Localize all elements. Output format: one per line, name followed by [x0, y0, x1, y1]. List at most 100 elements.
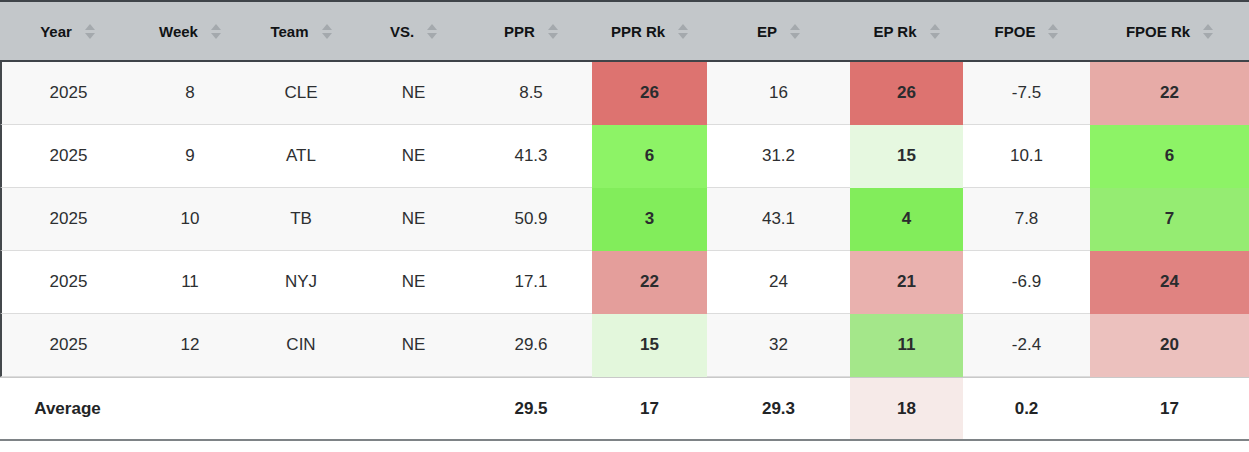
sort-up-icon — [678, 24, 688, 30]
table-row: 2025 12 CIN NE 29.6 15 32 11 -2.4 20 — [0, 314, 1249, 377]
cell-average-label: Average — [0, 377, 135, 441]
cell-ep: 32 — [707, 314, 850, 377]
cell-ppr: 8.5 — [470, 62, 592, 125]
column-label: EP — [757, 23, 777, 40]
sort-icons — [1048, 24, 1058, 39]
cell-ppr-rank: 3 — [592, 188, 707, 251]
sort-down-icon — [678, 33, 688, 39]
column-header-team[interactable]: Team — [245, 2, 357, 62]
sort-down-icon — [790, 33, 800, 39]
cell-fpoe-rank: 20 — [1090, 314, 1249, 377]
cell-fpoe: -6.9 — [963, 251, 1090, 314]
column-label: PPR — [504, 23, 535, 40]
cell-fpoe: 0.2 — [963, 377, 1090, 441]
cell-ppr: 41.3 — [470, 125, 592, 188]
sort-icons — [678, 24, 688, 39]
sort-down-icon — [1203, 33, 1213, 39]
cell-team: ATL — [245, 125, 357, 188]
sort-icons — [85, 24, 95, 39]
sort-down-icon — [322, 33, 332, 39]
cell-ep-rank: 11 — [850, 314, 963, 377]
column-header-vs[interactable]: VS. — [357, 2, 470, 62]
sort-icons — [1203, 24, 1213, 39]
cell-ppr: 29.6 — [470, 314, 592, 377]
sort-up-icon — [930, 24, 940, 30]
cell-week: 12 — [135, 314, 245, 377]
cell-team: NYJ — [245, 251, 357, 314]
sort-up-icon — [85, 24, 95, 30]
cell-fpoe-rank: 7 — [1090, 188, 1249, 251]
table-header: Year Week Team VS. — [0, 2, 1249, 62]
sort-icons — [790, 24, 800, 39]
cell-ep: 16 — [707, 62, 850, 125]
cell-week: 8 — [135, 62, 245, 125]
cell-vs: NE — [357, 314, 470, 377]
sort-up-icon — [790, 24, 800, 30]
cell-fpoe-rank: 22 — [1090, 62, 1249, 125]
column-header-week[interactable]: Week — [135, 2, 245, 62]
cell-ep-rank: 21 — [850, 251, 963, 314]
cell-vs: NE — [357, 188, 470, 251]
cell-fpoe: 10.1 — [963, 125, 1090, 188]
cell-team: CLE — [245, 62, 357, 125]
sort-icons — [930, 24, 940, 39]
cell-ep: 31.2 — [707, 125, 850, 188]
cell-ppr-rank: 17 — [592, 377, 707, 441]
cell-ppr: 17.1 — [470, 251, 592, 314]
table-row: 2025 9 ATL NE 41.3 6 31.2 15 10.1 6 — [0, 125, 1249, 188]
sort-down-icon — [1048, 33, 1058, 39]
column-label: Week — [159, 23, 198, 40]
cell-fpoe: 7.8 — [963, 188, 1090, 251]
cell-fpoe: -2.4 — [963, 314, 1090, 377]
cell-ppr-rank: 22 — [592, 251, 707, 314]
column-label: VS. — [390, 23, 414, 40]
sort-up-icon — [1048, 24, 1058, 30]
cell-vs — [357, 377, 470, 441]
column-header-fpoe[interactable]: FPOE — [963, 2, 1090, 62]
column-header-fpoe-rk[interactable]: FPOE Rk — [1090, 2, 1249, 62]
cell-ppr: 29.5 — [470, 377, 592, 441]
sort-up-icon — [322, 24, 332, 30]
cell-fpoe-rank: 24 — [1090, 251, 1249, 314]
cell-ep: 29.3 — [707, 377, 850, 441]
cell-week: 11 — [135, 251, 245, 314]
cell-fpoe: -7.5 — [963, 62, 1090, 125]
cell-year: 2025 — [0, 314, 135, 377]
column-header-ep-rk[interactable]: EP Rk — [850, 2, 963, 62]
cell-week: 9 — [135, 125, 245, 188]
sort-up-icon — [548, 24, 558, 30]
sort-down-icon — [85, 33, 95, 39]
column-label: Team — [270, 23, 308, 40]
cell-fpoe-rank: 6 — [1090, 125, 1249, 188]
cell-week: 10 — [135, 188, 245, 251]
table-row: 2025 8 CLE NE 8.5 26 16 26 -7.5 22 — [0, 62, 1249, 125]
sort-down-icon — [427, 33, 437, 39]
cell-team — [245, 377, 357, 441]
cell-ep-rank: 18 — [850, 377, 963, 441]
column-header-ep[interactable]: EP — [707, 2, 850, 62]
cell-vs: NE — [357, 251, 470, 314]
sort-icons — [322, 24, 332, 39]
sort-icons — [211, 24, 221, 39]
table-row: 2025 10 TB NE 50.9 3 43.1 4 7.8 7 — [0, 188, 1249, 251]
cell-year: 2025 — [0, 62, 135, 125]
cell-ep: 24 — [707, 251, 850, 314]
column-header-year[interactable]: Year — [0, 2, 135, 62]
column-label: EP Rk — [873, 23, 916, 40]
column-header-ppr-rk[interactable]: PPR Rk — [592, 2, 707, 62]
average-row: Average 29.5 17 29.3 18 0.2 17 — [0, 377, 1249, 441]
column-label: FPOE — [995, 23, 1036, 40]
cell-year: 2025 — [0, 251, 135, 314]
cell-ppr-rank: 6 — [592, 125, 707, 188]
sort-up-icon — [427, 24, 437, 30]
table-footer: Average 29.5 17 29.3 18 0.2 17 — [0, 377, 1249, 441]
header-row: Year Week Team VS. — [0, 2, 1249, 62]
column-header-ppr[interactable]: PPR — [470, 2, 592, 62]
cell-year: 2025 — [0, 188, 135, 251]
sort-up-icon — [211, 24, 221, 30]
column-label: PPR Rk — [611, 23, 665, 40]
sort-icons — [427, 24, 437, 39]
cell-team: CIN — [245, 314, 357, 377]
sort-down-icon — [930, 33, 940, 39]
table-row: 2025 11 NYJ NE 17.1 22 24 21 -6.9 24 — [0, 251, 1249, 314]
